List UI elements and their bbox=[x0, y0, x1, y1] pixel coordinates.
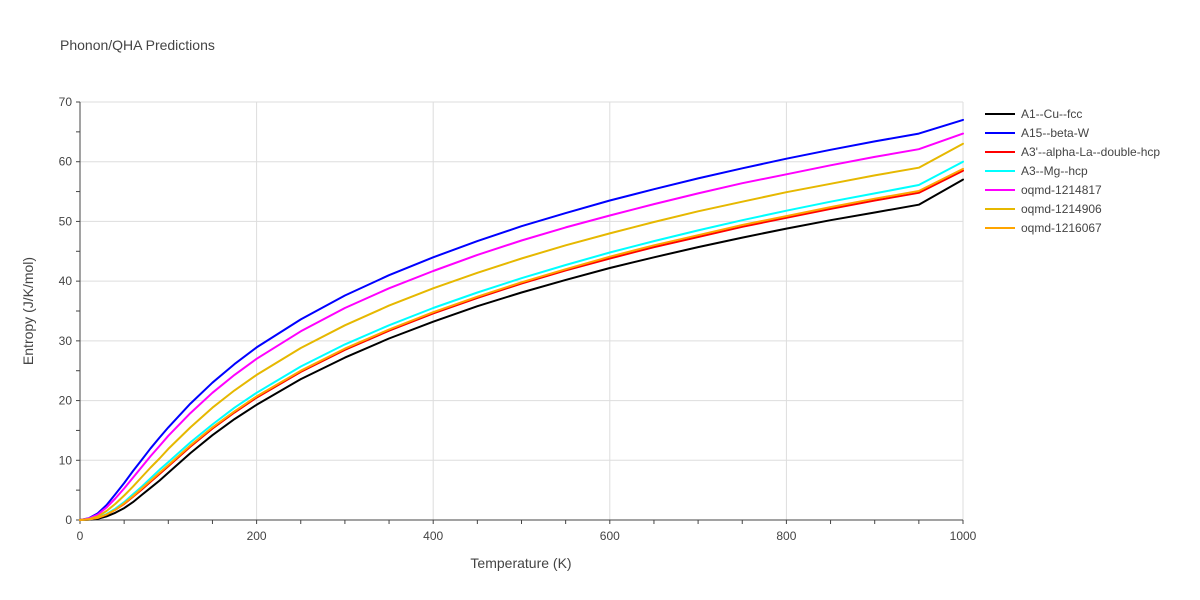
legend: A1--Cu--fcc A15--beta-W A3'--alpha-La--dou… bbox=[985, 107, 1160, 235]
y-tick-label: 10 bbox=[59, 453, 73, 467]
legend-label: A1--Cu--fcc bbox=[1021, 107, 1082, 121]
y-tick-label: 0 bbox=[65, 513, 72, 527]
x-axis-title: Temperature (K) bbox=[470, 555, 571, 571]
y-tick-labels: 0 10 20 30 40 50 60 70 bbox=[59, 95, 73, 527]
y-axis-title: Entropy (J/K/mol) bbox=[20, 257, 36, 365]
x-tick-label: 200 bbox=[247, 529, 267, 543]
series-line bbox=[79, 142, 964, 521]
y-tick-label: 20 bbox=[59, 394, 73, 408]
y-tick-label: 60 bbox=[59, 155, 73, 169]
series-line bbox=[79, 132, 964, 521]
legend-label: A3--Mg--hcp bbox=[1021, 164, 1088, 178]
y-tick-label: 50 bbox=[59, 214, 73, 228]
legend-label: oqmd-1214906 bbox=[1021, 202, 1102, 216]
y-tick-label: 40 bbox=[59, 274, 73, 288]
x-tick-label: 1000 bbox=[950, 529, 977, 543]
y-tick-label: 30 bbox=[59, 334, 73, 348]
series-line bbox=[79, 167, 964, 521]
series-lines bbox=[79, 118, 964, 521]
legend-label: A3'--alpha-La--double-hcp bbox=[1021, 145, 1160, 159]
x-tick-labels: 0 200 400 600 800 1000 bbox=[77, 529, 977, 543]
legend-label: A15--beta-W bbox=[1021, 126, 1090, 140]
series-line bbox=[79, 178, 964, 521]
x-tick-label: 0 bbox=[77, 529, 84, 543]
chart-title: Phonon/QHA Predictions bbox=[60, 37, 215, 53]
x-tick-label: 600 bbox=[600, 529, 620, 543]
legend-label: oqmd-1214817 bbox=[1021, 183, 1102, 197]
x-tick-label: 400 bbox=[423, 529, 443, 543]
series-line bbox=[79, 118, 964, 521]
y-tick-label: 70 bbox=[59, 95, 73, 109]
x-tick-label: 800 bbox=[776, 529, 796, 543]
grid-lines bbox=[80, 101, 964, 520]
legend-label: oqmd-1216067 bbox=[1021, 221, 1102, 235]
axes bbox=[76, 101, 964, 524]
